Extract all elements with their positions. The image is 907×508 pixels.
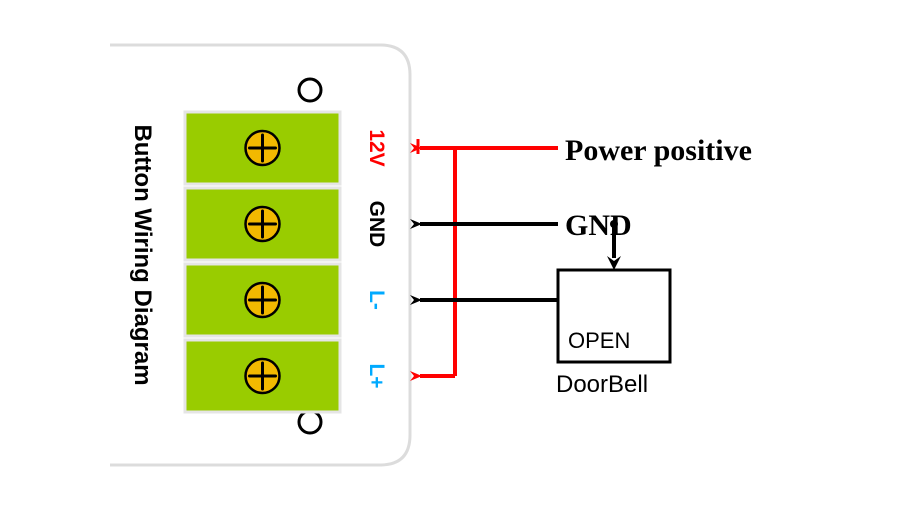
pin-label: GND [365,201,388,248]
doorbell-open-label: OPEN [568,328,630,353]
pin-label: 12V [365,129,388,166]
label-gnd: GND [565,209,632,242]
diagram-title: Button Wiring Diagram [129,124,156,385]
pin-label: L- [365,290,388,310]
label-power-positive: Power positive [565,134,752,167]
pin-label: L+ [365,363,388,388]
arrowhead-doorbell [607,256,621,270]
doorbell-caption: DoorBell [556,371,648,398]
